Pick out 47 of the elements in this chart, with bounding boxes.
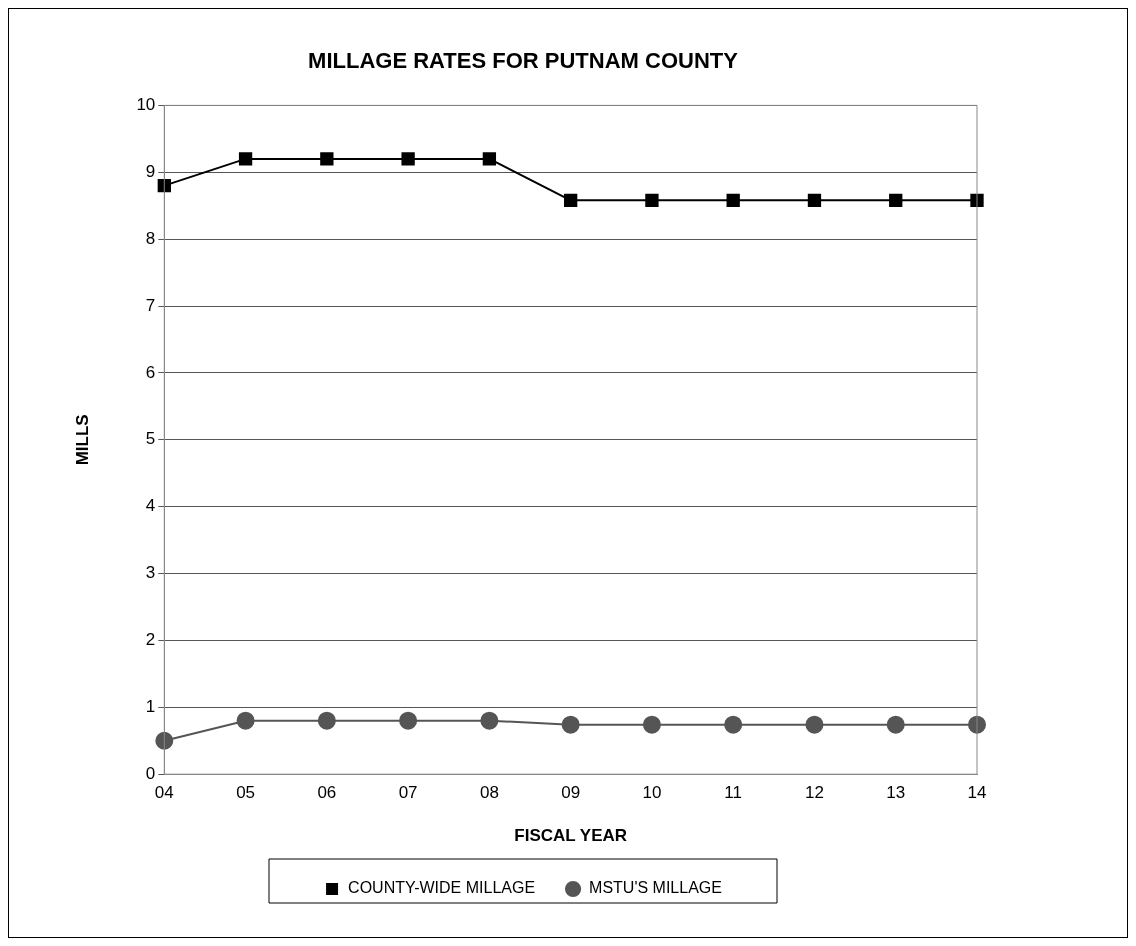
x-tick-label: 09 (561, 783, 581, 803)
point (482, 152, 497, 166)
legend-label: COUNTY-WIDE MILLAGE (348, 879, 536, 897)
x-tick-label: 08 (479, 783, 499, 803)
x-axis-title: FISCAL YEAR (514, 826, 628, 846)
point (564, 193, 578, 208)
y-tick-label: 1 (145, 697, 156, 717)
point (805, 715, 824, 734)
point (399, 711, 418, 730)
point (155, 731, 174, 750)
x-tick-label: 10 (642, 783, 662, 803)
x-tick-label: 12 (805, 783, 824, 803)
point (807, 193, 822, 208)
x-tick-label: 14 (967, 783, 987, 803)
y-tick-label: 7 (145, 295, 156, 315)
x-tick-label: 13 (886, 783, 906, 803)
point (645, 193, 659, 208)
point (642, 715, 661, 734)
y-tick-label: 4 (145, 496, 156, 516)
point (889, 193, 903, 208)
point (886, 715, 905, 734)
y-tick-label: 0 (145, 763, 156, 783)
x-tick-label: 11 (724, 783, 743, 803)
point (970, 193, 984, 208)
point (561, 715, 580, 734)
point (726, 193, 740, 208)
point (238, 152, 253, 166)
y-axis-title: MILLS (72, 414, 92, 466)
point (480, 711, 499, 730)
y-tick-label: 2 (145, 630, 156, 650)
y-tick-label: 10 (136, 95, 156, 115)
x-tick-label: 05 (236, 783, 256, 803)
point (317, 711, 336, 730)
y-tick-label: 9 (145, 161, 156, 181)
point (724, 715, 743, 734)
point (320, 152, 334, 166)
point (236, 711, 255, 730)
point (157, 179, 171, 193)
x-tick-label: 04 (154, 783, 174, 803)
y-tick-label: 5 (145, 429, 156, 449)
x-tick-label: 06 (317, 783, 337, 803)
chart-title: MILLAGE RATES FOR PUTNAM COUNTY (308, 48, 739, 74)
x-tick-label: 07 (398, 783, 418, 803)
y-tick-label: 8 (145, 228, 156, 248)
point (401, 152, 415, 166)
y-tick-label: 6 (145, 362, 156, 382)
y-tick-label: 3 (145, 563, 156, 583)
